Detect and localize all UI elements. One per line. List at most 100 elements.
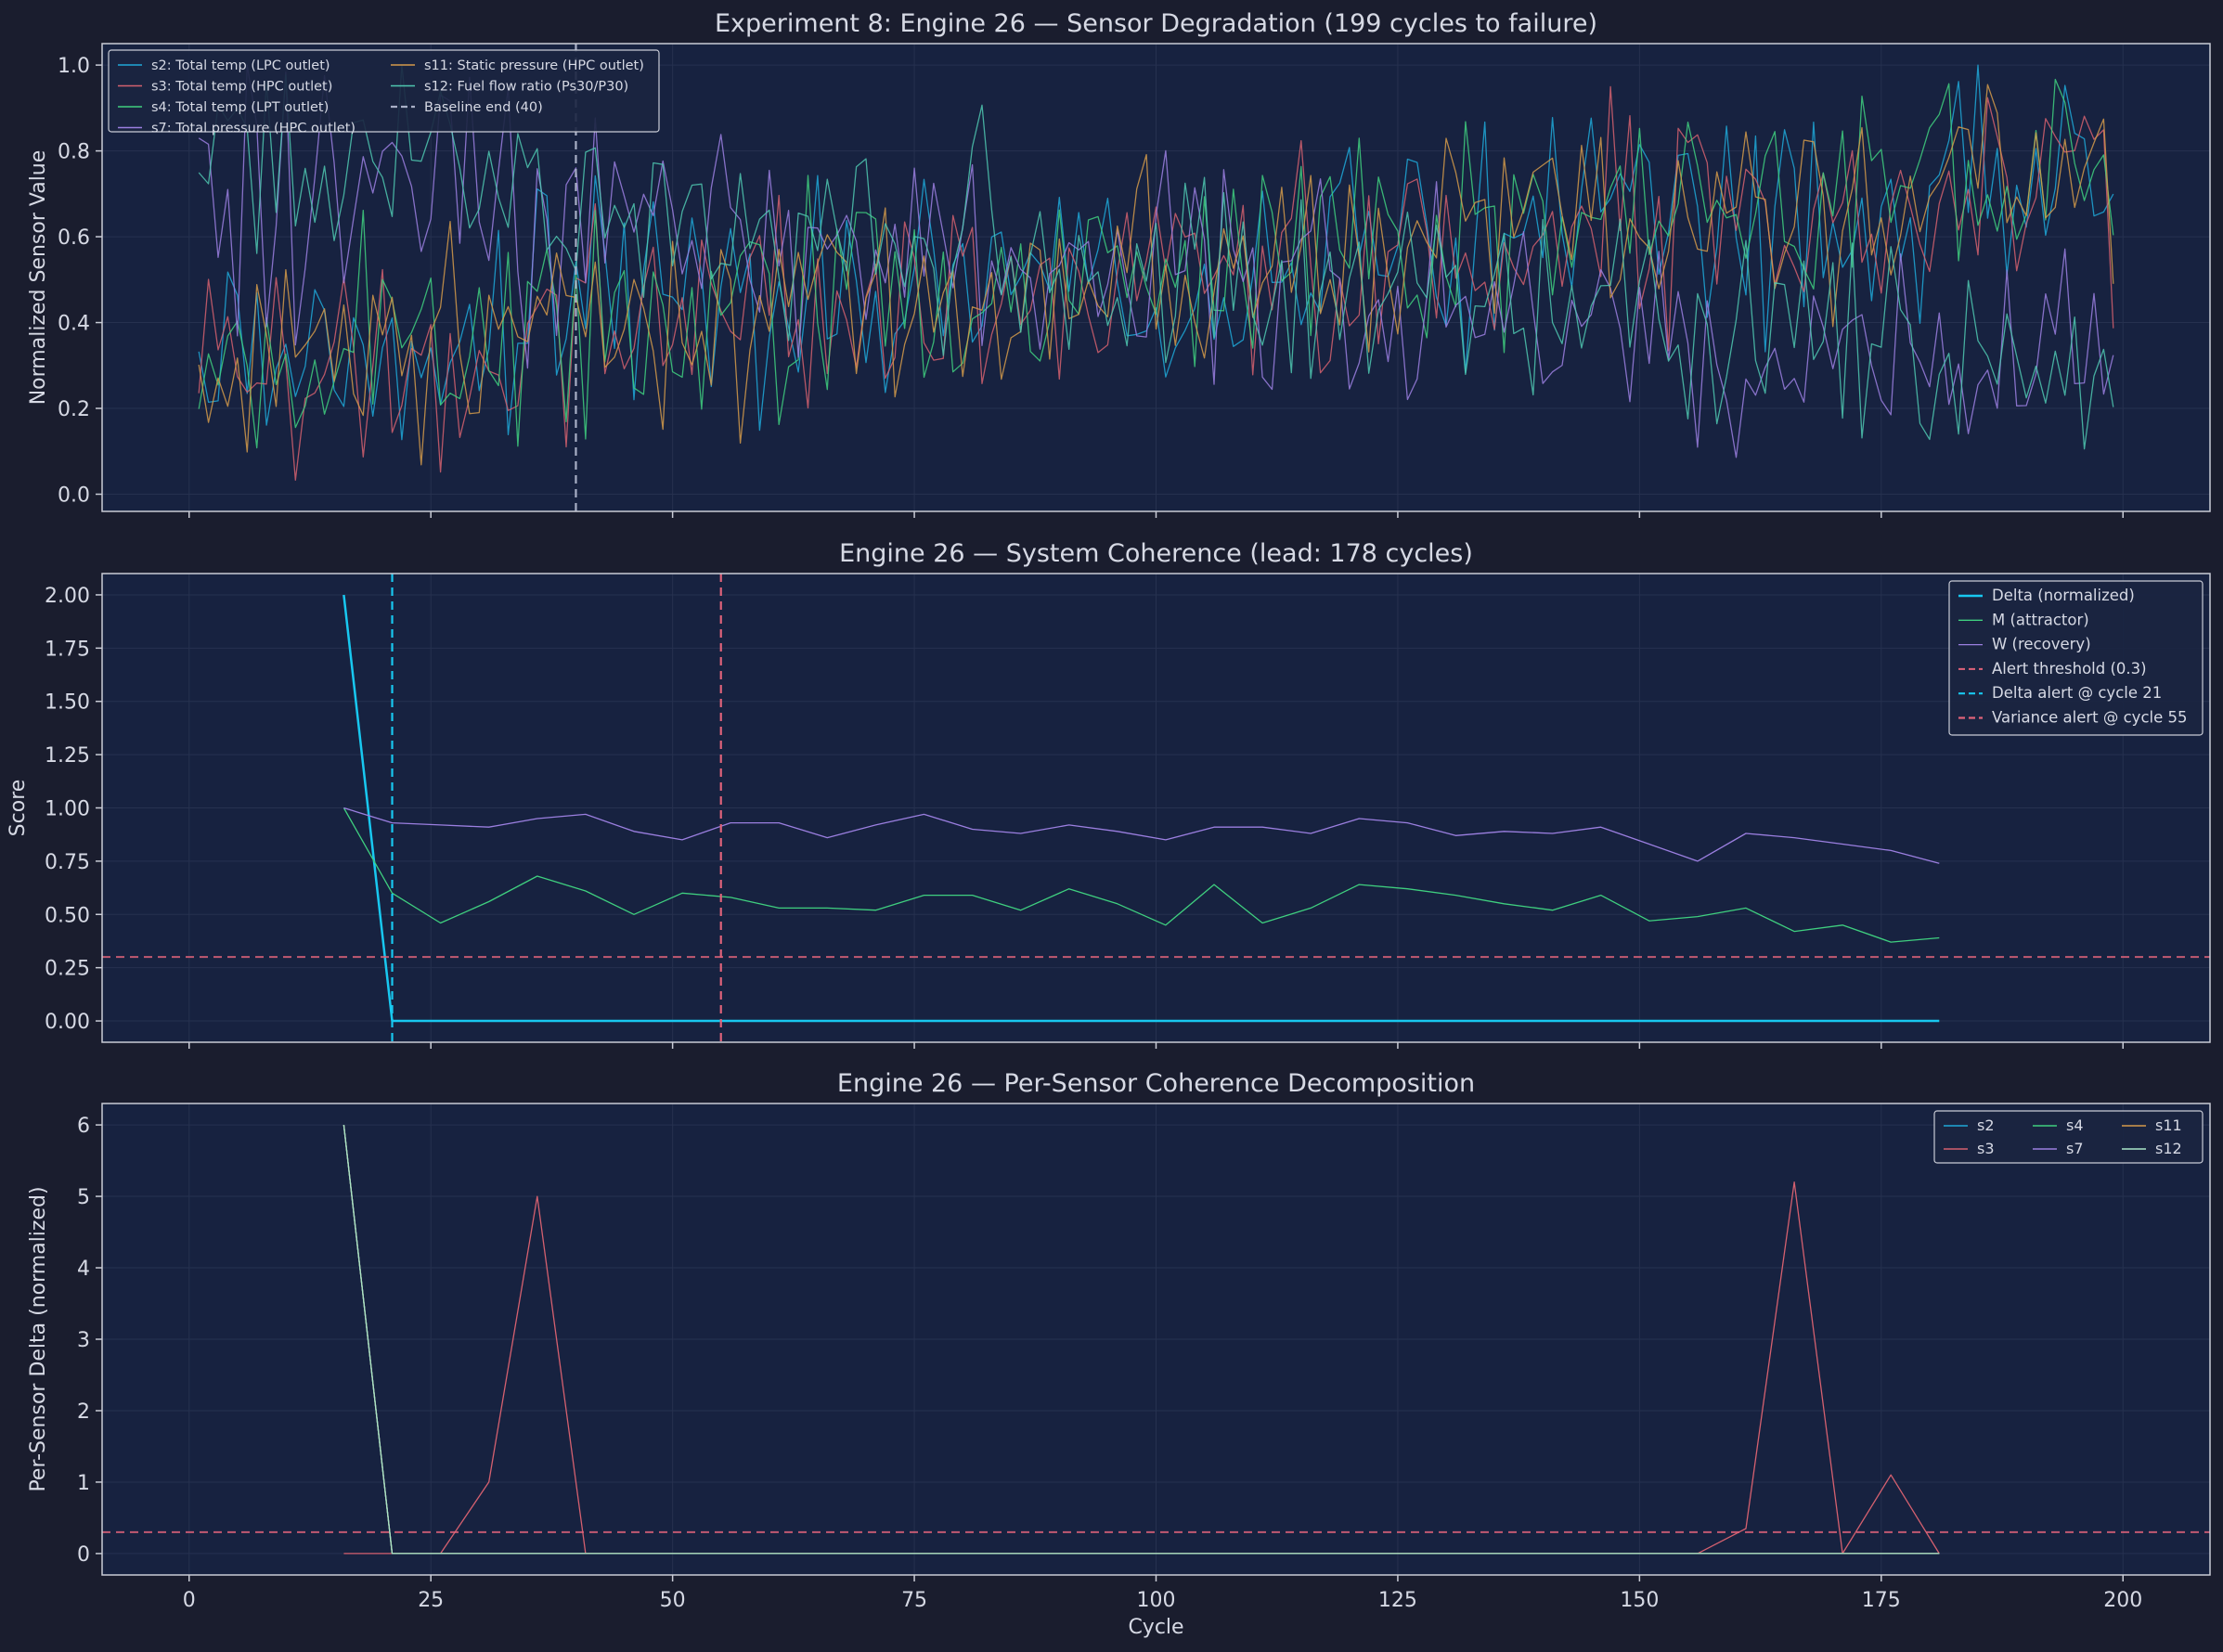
- chart-panel-2: 0.00 0.25 0.50 0.75 1.00 1.25 1.50 1.75 2.00 Engi…: [6, 539, 2211, 1049]
- series-line-s2: [198, 64, 2114, 441]
- x-tick-label: 75: [901, 1589, 927, 1612]
- x-tick-label: 50: [660, 1589, 686, 1612]
- legend-item: s2: Total temp (LPC outlet): [118, 58, 330, 73]
- legend-item: s3: [1944, 1140, 1995, 1157]
- y-tick-label: 4: [77, 1258, 90, 1281]
- y-tick-label: 0.25: [45, 958, 90, 981]
- y-tick-label: 1.0: [58, 55, 90, 78]
- x-tick-label: 175: [1862, 1589, 1901, 1612]
- legend-item: Baseline end (40): [391, 100, 543, 115]
- y-tick-label: 2: [77, 1400, 90, 1424]
- y-tick-label: 0.0: [58, 484, 90, 508]
- x-tick-label: 200: [2103, 1589, 2142, 1612]
- y-tick-label: 0.2: [58, 398, 90, 421]
- legend-label: M (attractor): [1992, 611, 2089, 628]
- legend-label: Delta (normalized): [1992, 587, 2135, 604]
- chart-panel-1: 0.0 0.2 0.4 0.6 0.8 1.0 Experiment 8: Engine 2…: [27, 9, 2211, 518]
- chart-title: Experiment 8: Engine 26 — Sensor Degrada…: [715, 9, 1597, 38]
- series-line-s12: [198, 64, 2114, 450]
- data-layer: [102, 1125, 2210, 1555]
- legend-label: Baseline end (40): [424, 100, 543, 115]
- legend-label: s11: [2155, 1116, 2182, 1134]
- legend-label: s12: Fuel flow ratio (Ps30/P30): [424, 80, 628, 95]
- data-layer: [102, 574, 2210, 1042]
- legend-label: s7: [2066, 1140, 2084, 1157]
- y-tick-label: 1: [77, 1472, 90, 1495]
- y-tick-label: 1.25: [45, 744, 90, 768]
- legend-item: W (recovery): [1958, 636, 2091, 653]
- y-tick-label: 0: [77, 1543, 90, 1567]
- legend-label: Variance alert @ cycle 55: [1992, 709, 2188, 727]
- y-axis-label: Normalized Sensor Value: [27, 150, 50, 406]
- legend-label: s7: Total pressure (HPC outlet): [151, 122, 355, 136]
- series-line-delta-normalized-: [342, 594, 1940, 1023]
- legend-item: s7: [2033, 1140, 2084, 1157]
- legend: s2 s3 s4 s7 s11 s12: [1933, 1110, 2204, 1164]
- legend-item: s7: Total pressure (HPC outlet): [118, 122, 355, 136]
- legend-item: s11: [2122, 1116, 2182, 1134]
- x-tick-label: 100: [1137, 1589, 1176, 1612]
- y-tick-label: 1.50: [45, 691, 90, 715]
- y-tick-label: 0.00: [45, 1011, 90, 1034]
- x-tick-label: 150: [1620, 1589, 1659, 1612]
- series-line-s4: [198, 78, 2114, 449]
- series-line-m-attractor-: [342, 807, 1940, 943]
- x-tick-label: 25: [418, 1589, 444, 1612]
- legend-box: [1933, 1110, 2204, 1164]
- legend-item: Alert threshold (0.3): [1958, 660, 2147, 678]
- axes-frame: [101, 573, 2211, 1043]
- y-tick-label: 5: [77, 1186, 90, 1209]
- legend-item: M (attractor): [1958, 611, 2089, 628]
- legend-box: [108, 49, 660, 133]
- legend-label: Delta alert @ cycle 21: [1992, 684, 2162, 702]
- chart-panel-3: 0 25 50 75 100 125 150 175 200 0 1 2 3 4 5 6 Engine 26 —…: [27, 1069, 2211, 1639]
- legend-item: s3: Total temp (HPC outlet): [118, 80, 332, 95]
- y-tick-label: 6: [77, 1115, 90, 1138]
- legend-label: s2: [1977, 1116, 1995, 1134]
- y-tick-label: 2.00: [45, 585, 90, 608]
- chart-title: Engine 26 — Per-Sensor Coherence Decompo…: [837, 1069, 1475, 1098]
- chart-title: Engine 26 — System Coherence (lead: 178 …: [839, 539, 1473, 568]
- legend-item: s2: [1944, 1116, 1995, 1134]
- legend: s2: Total temp (LPC outlet) s3: Total tem…: [108, 49, 660, 136]
- legend-item: s12: [2122, 1140, 2182, 1157]
- legend-item: s11: Static pressure (HPC outlet): [391, 58, 644, 73]
- legend-label: s4: Total temp (LPT outlet): [151, 100, 329, 115]
- legend-box: [1948, 580, 2204, 736]
- y-axis-label: Score: [6, 780, 30, 837]
- legend-item: s4: Total temp (LPT outlet): [118, 100, 329, 115]
- series-line-s12: [342, 1125, 1940, 1555]
- legend-label: s11: Static pressure (HPC outlet): [424, 58, 644, 73]
- x-tick-label: 125: [1378, 1589, 1417, 1612]
- y-tick-label: 3: [77, 1329, 90, 1352]
- legend-label: s3: Total temp (HPC outlet): [151, 80, 332, 95]
- legend-item: Variance alert @ cycle 55: [1958, 709, 2188, 727]
- y-tick-label: 1.75: [45, 638, 90, 661]
- y-tick-label: 0.6: [58, 226, 90, 250]
- legend-item: Delta (normalized): [1958, 587, 2135, 604]
- legend-label: W (recovery): [1992, 636, 2091, 653]
- y-tick-label: 0.4: [58, 313, 90, 336]
- legend-label: s12: [2155, 1140, 2182, 1157]
- legend-label: Alert threshold (0.3): [1992, 660, 2147, 678]
- series-line-w-recovery-: [343, 807, 1940, 864]
- x-tick-label: 0: [183, 1589, 196, 1612]
- legend-item: s4: [2033, 1116, 2084, 1134]
- axes-frame: [101, 1103, 2211, 1576]
- legend-label: s4: [2066, 1116, 2084, 1134]
- legend-label: s3: [1977, 1140, 1995, 1157]
- legend-label: s2: Total temp (LPC outlet): [151, 58, 330, 73]
- legend-item: Delta alert @ cycle 21: [1958, 684, 2162, 702]
- data-layer: [198, 44, 2114, 511]
- axes-frame: [101, 43, 2211, 512]
- x-axis-label: Cycle: [1128, 1616, 1183, 1639]
- y-tick-label: 0.75: [45, 851, 90, 874]
- y-tick-label: 0.8: [58, 141, 90, 164]
- legend: Delta (normalized) M (attractor) W (recove…: [1948, 580, 2204, 736]
- series-line-s7: [198, 64, 2114, 458]
- series-line-s3: [198, 85, 2114, 481]
- y-tick-label: 1.00: [45, 798, 90, 821]
- legend-item: s12: Fuel flow ratio (Ps30/P30): [391, 80, 628, 95]
- series-line-s11: [198, 84, 2114, 466]
